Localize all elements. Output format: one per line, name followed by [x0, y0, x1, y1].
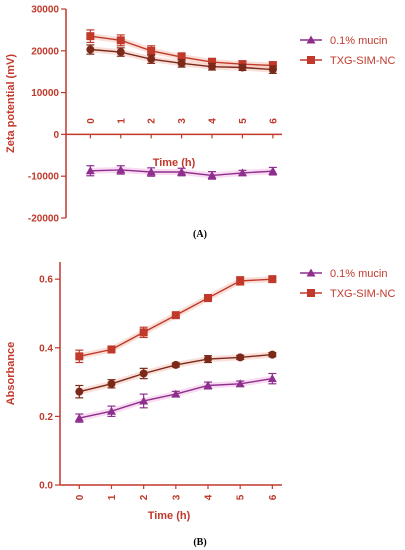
- data-point: [146, 167, 156, 176]
- legend-swatch-marker: [306, 35, 316, 44]
- data-point: [147, 55, 156, 64]
- legend: 0.1% mucin TXG-SIM-NC: [300, 268, 395, 300]
- chart-panel-b: 0.0 0.2 0.4 0.6 0 1 2 3 4 5 6 Time (h) Absorbance 0.1…: [5, 262, 395, 548]
- y-axis-title: Absorbance: [5, 342, 17, 406]
- data-point: [147, 46, 156, 55]
- data-point: [106, 406, 116, 415]
- legend-entry: 0.1% mucin: [330, 268, 387, 280]
- data-point: [204, 355, 212, 364]
- data-point: [85, 166, 95, 175]
- x-tick-label: 1: [116, 118, 127, 124]
- data-point: [268, 350, 277, 359]
- data-point: [268, 65, 277, 74]
- legend-swatch-marker: [307, 56, 315, 64]
- legend-entry: TXG-SIM-NC: [330, 288, 395, 300]
- legend: 0.1% mucin TXG-SIM-NC: [300, 35, 395, 67]
- y-tick-label: -10000: [28, 172, 60, 183]
- data-point: [236, 353, 245, 362]
- x-tick-label: 5: [236, 494, 247, 500]
- data-point: [267, 374, 277, 383]
- data-point: [236, 276, 245, 285]
- data-point: [268, 166, 278, 175]
- x-tick-label: 4: [208, 118, 219, 124]
- data-point: [203, 381, 213, 390]
- data-point: [116, 165, 126, 174]
- chart-panel-a: -20000 -10000 0 10000 20000 30000 0 1 2 3 4 5 6 Time …: [5, 5, 395, 241]
- legend-entry: 0.1% mucin: [330, 35, 387, 47]
- data-point: [208, 62, 217, 71]
- data-point: [139, 369, 148, 378]
- data-point: [86, 32, 95, 41]
- y-tick-label: -20000: [28, 214, 60, 225]
- data-point: [268, 275, 277, 284]
- data-point: [116, 48, 125, 57]
- data-point: [116, 36, 125, 45]
- y-axis-title: Zeta potential (mV): [5, 54, 17, 153]
- data-series-1: [85, 165, 278, 180]
- data-point: [171, 360, 180, 369]
- data-point: [177, 53, 186, 62]
- y-tick-label: 0.2: [39, 412, 53, 423]
- data-point: [235, 379, 245, 388]
- data-point: [204, 294, 212, 303]
- y-tick-label: 0.6: [39, 275, 53, 286]
- panel-label: (B): [193, 537, 206, 548]
- panel-label: (A): [193, 229, 207, 240]
- x-tick-label: 3: [177, 118, 188, 124]
- data-series-3: [86, 44, 277, 74]
- x-tick-label: 0: [86, 118, 97, 124]
- data-point: [171, 311, 180, 320]
- y-tick-label: 20000: [31, 46, 59, 57]
- data-point: [238, 63, 247, 72]
- data-series-3: [75, 350, 277, 399]
- data-point: [177, 167, 187, 176]
- data-point: [171, 389, 181, 398]
- x-tick-label: 1: [107, 494, 118, 500]
- x-axis-title: Time (h): [148, 510, 191, 522]
- data-series-2: [75, 275, 277, 364]
- data-point: [75, 352, 84, 361]
- x-tick-label: 5: [238, 118, 249, 124]
- y-tick-label: 0.4: [39, 343, 53, 354]
- x-tick-label: 0: [75, 494, 86, 500]
- data-point: [139, 396, 149, 405]
- data-point: [107, 379, 116, 388]
- x-tick-label: 2: [139, 494, 150, 500]
- data-series-1: [74, 372, 277, 423]
- x-axis-title: Time (h): [153, 157, 196, 169]
- data-point: [237, 168, 247, 177]
- legend-swatch-marker: [306, 268, 316, 277]
- x-tick-label: 3: [171, 494, 182, 500]
- x-tick-label: 2: [147, 118, 158, 124]
- data-point: [75, 387, 84, 396]
- legend-entry: TXG-SIM-NC: [330, 55, 395, 67]
- y-tick-label: 0.0: [39, 481, 53, 492]
- data-point: [177, 59, 186, 68]
- x-tick-label: 4: [204, 494, 215, 500]
- data-point: [74, 413, 84, 422]
- legend-swatch-marker: [307, 289, 315, 297]
- data-point: [207, 170, 217, 179]
- data-point: [107, 345, 116, 354]
- data-point: [86, 45, 95, 54]
- y-tick-label: 0: [53, 130, 59, 141]
- y-tick-label: 10000: [31, 88, 59, 99]
- data-point: [139, 328, 148, 337]
- data-point: [208, 58, 217, 67]
- x-tick-label: 6: [268, 118, 279, 124]
- y-tick-label: 30000: [31, 5, 59, 16]
- x-tick-label: 6: [268, 494, 279, 500]
